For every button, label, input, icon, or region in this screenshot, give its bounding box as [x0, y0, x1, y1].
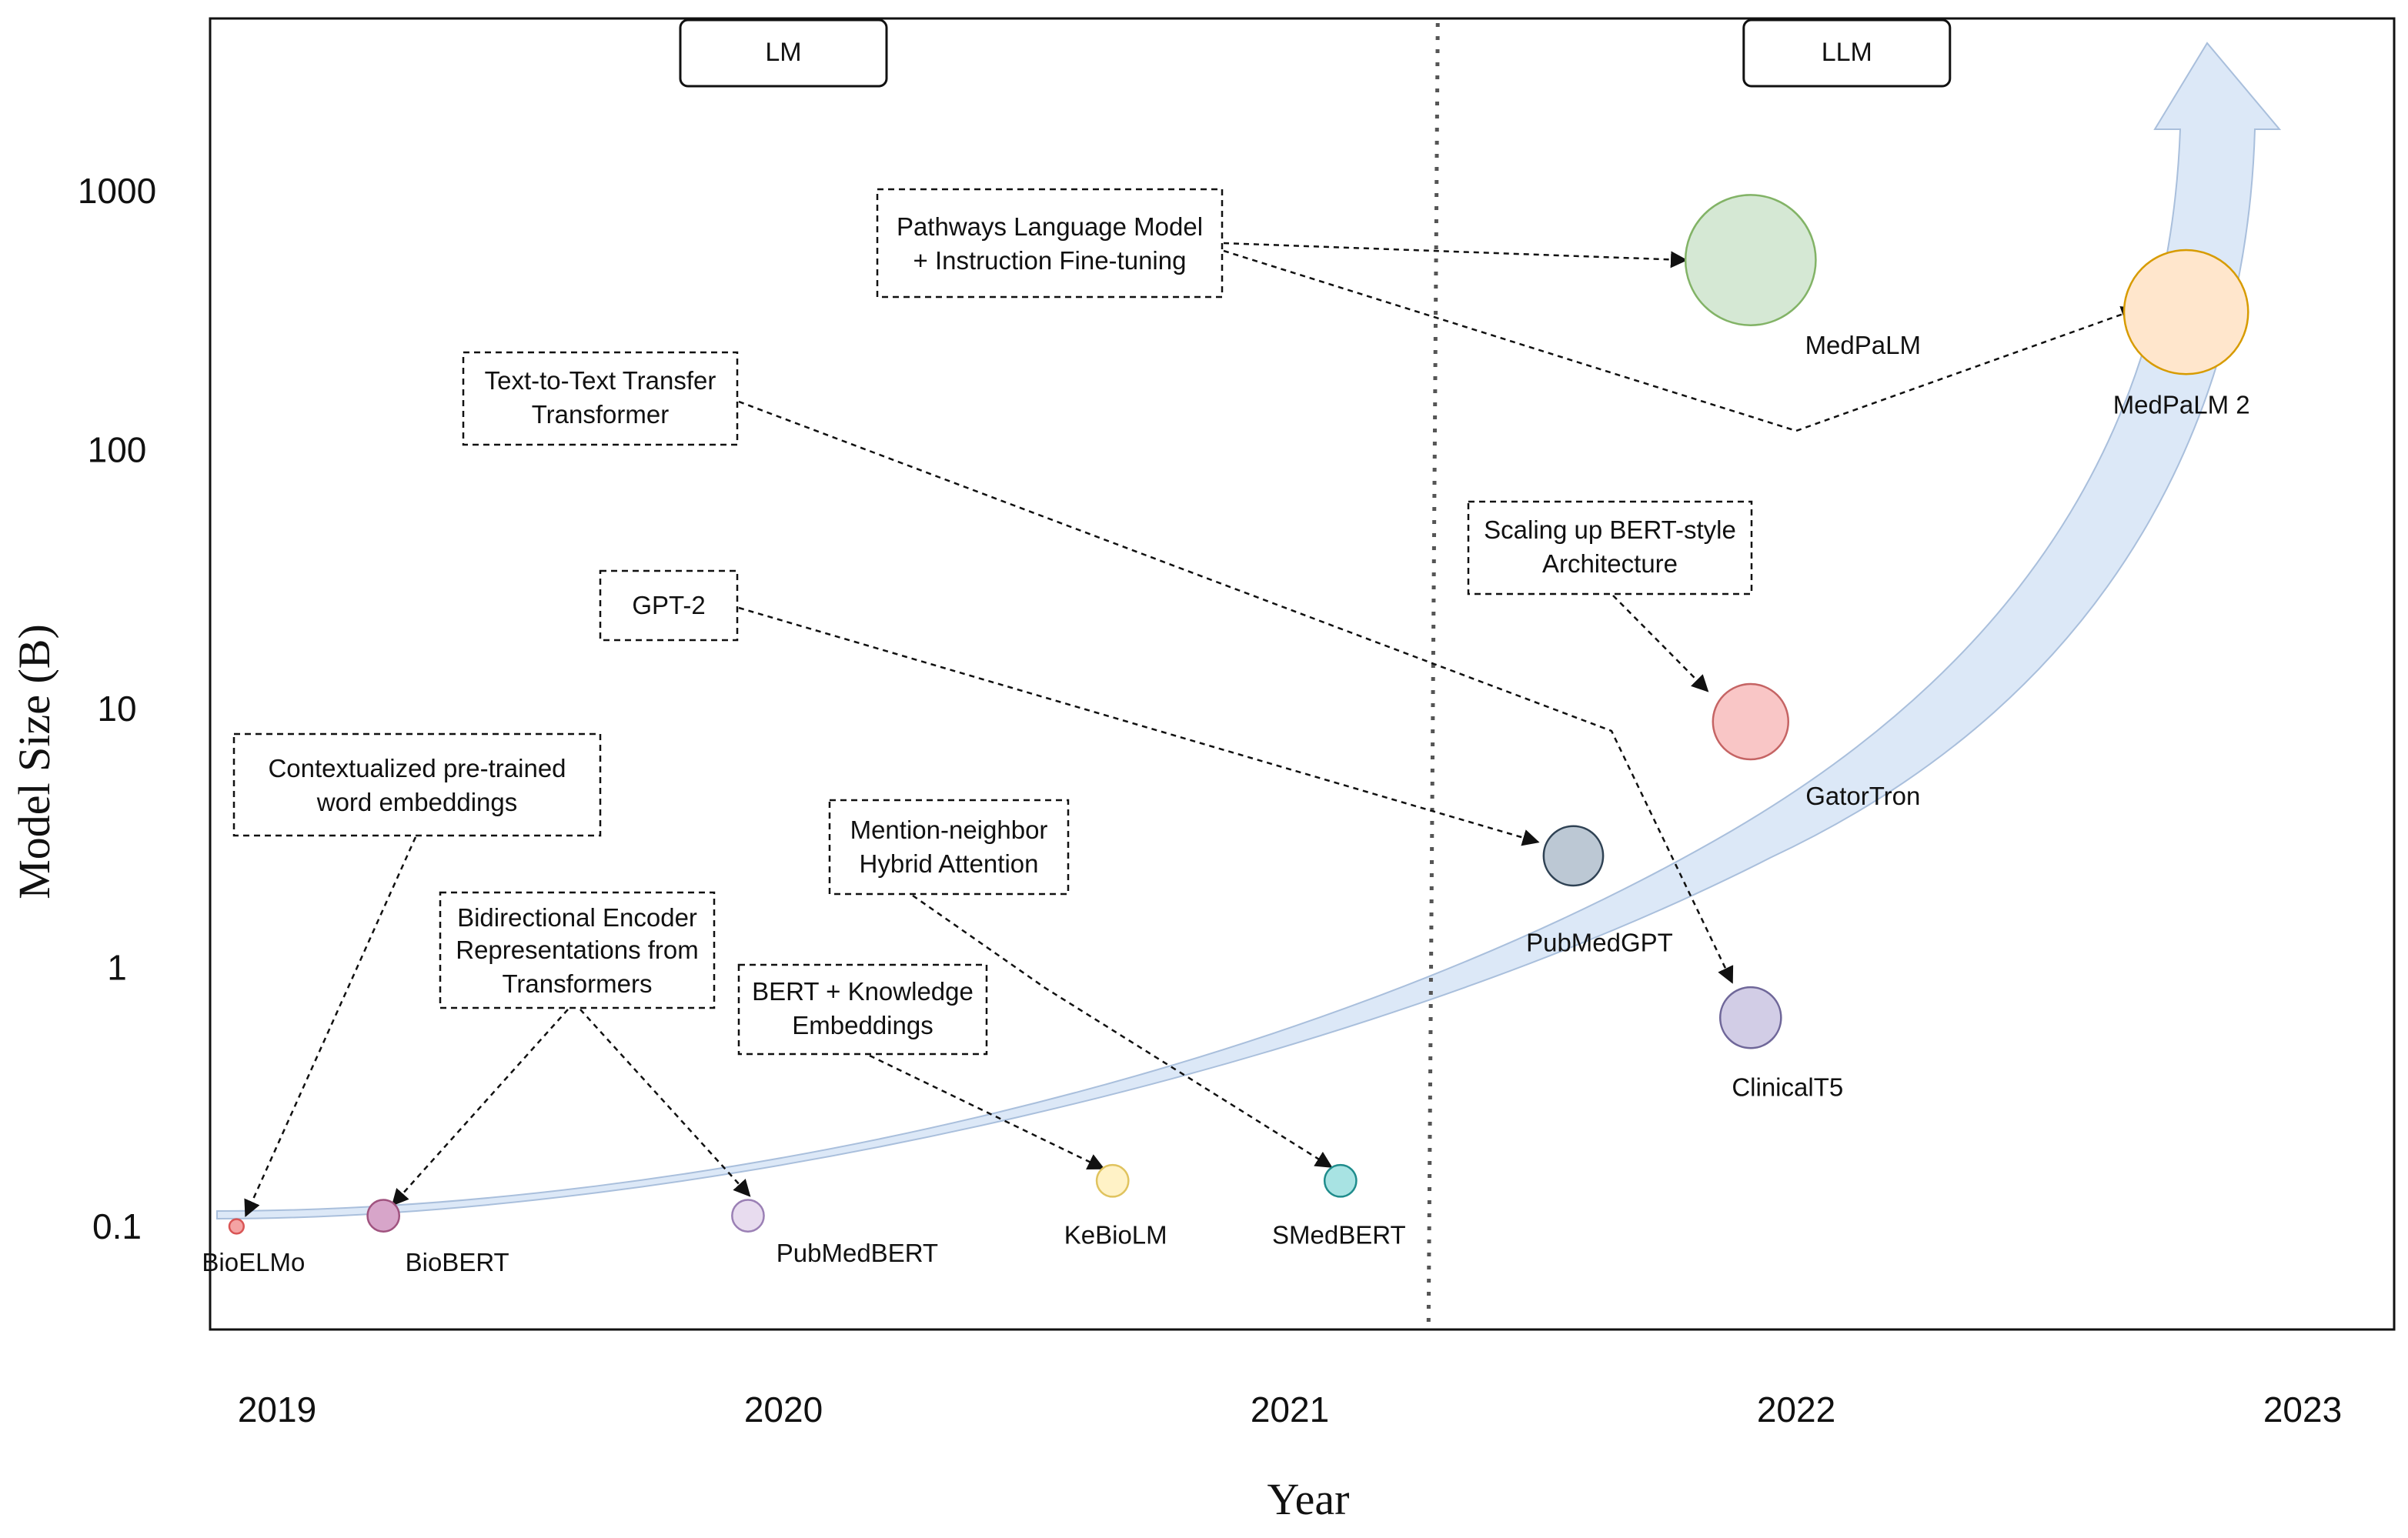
growth-trend-arrow	[216, 42, 2282, 1220]
era-label-text: LLM	[1822, 38, 1872, 67]
point-pubmedbert	[731, 1199, 765, 1233]
annotation-line: Pathways Language Model	[897, 212, 1203, 241]
annotation-pathways: Pathways Language Model + Instruction Fi…	[876, 188, 1224, 299]
annotation-scaling-bert: Scaling up BERT-style Architecture	[1467, 500, 1753, 596]
annotation-connectors	[244, 242, 2139, 1218]
connector-to-medpalm	[1223, 242, 1688, 269]
point-label: KeBioLM	[1064, 1221, 1167, 1249]
annotation-gpt2: GPT-2	[599, 569, 739, 642]
point-label: BioELMo	[202, 1248, 305, 1276]
annotation-box	[876, 188, 1224, 299]
x-tick-label: 2019	[238, 1390, 316, 1430]
annotation-box	[599, 569, 739, 642]
connector-to-bioelmo	[244, 836, 417, 1218]
annotation-line: Mention-neighbor	[850, 816, 1048, 844]
annotation-line: + Instruction Fine-tuning	[913, 246, 1187, 275]
annotation-line: Text-to-Text Transfer	[485, 366, 716, 395]
point-pubmedgpt	[1542, 825, 1605, 887]
annotation-line: Contextualized pre-trained	[268, 754, 566, 782]
annotation-line: Scaling up BERT-style	[1484, 515, 1736, 544]
annotation-boxes: Contextualized pre-trained word embeddin…	[232, 188, 1753, 1056]
annotation-line: word embeddings	[316, 788, 518, 816]
connector-to-biobert	[391, 1009, 569, 1206]
era-box	[1742, 18, 1952, 88]
x-tick-label: 2020	[744, 1390, 823, 1430]
point-gatortron	[1712, 682, 1790, 761]
annotation-line: Representations from	[456, 936, 698, 964]
era-divider-line	[1426, 22, 1440, 1327]
point-medpalm	[1684, 194, 1817, 326]
annotation-box	[462, 351, 739, 446]
x-tick-label: 2022	[1757, 1390, 1835, 1430]
point-label: SMedBERT	[1272, 1221, 1406, 1249]
annotation-box	[1467, 500, 1753, 596]
point-bioelmo	[228, 1218, 245, 1235]
y-tick-label: 0.1	[92, 1206, 142, 1246]
point-label: PubMedBERT	[777, 1239, 938, 1267]
point-medpalm-2	[2122, 249, 2249, 375]
y-tick-label: 10	[97, 689, 136, 729]
model-labels: BioELMo BioBERT PubMedBERT KeBioLM SMedB…	[202, 331, 2249, 1276]
annotation-bert-knowledge: BERT + Knowledge Embeddings	[737, 963, 988, 1056]
model-points	[228, 194, 2249, 1235]
point-label: MedPaLM	[1805, 331, 1921, 359]
annotation-line: Embeddings	[792, 1011, 933, 1039]
annotation-box	[232, 732, 602, 837]
point-smedbert	[1323, 1163, 1358, 1198]
plot-frame	[209, 17, 2396, 1331]
annotation-box	[828, 799, 1070, 896]
era-label-lm: LM	[679, 18, 888, 88]
x-axis-ticks: 2019 2020 2021 2022 2023	[238, 1390, 2342, 1430]
annotation-box	[737, 963, 988, 1056]
era-box	[679, 18, 888, 88]
era-label-text: LM	[765, 38, 801, 67]
connector-to-kebiolm	[869, 1054, 1105, 1170]
annotation-mention-neighbor: Mention-neighbor Hybrid Attention	[828, 799, 1070, 896]
annotation-box	[439, 891, 716, 1009]
y-axis-ticks: 0.1 1 10 100 1000	[78, 171, 156, 1246]
point-clinicalt5	[1718, 986, 1782, 1049]
annotation-line: Transformers	[503, 969, 653, 998]
era-label-llm: LLM	[1742, 18, 1952, 88]
annotation-line: Bidirectional Encoder	[457, 903, 697, 932]
annotation-line: GPT-2	[632, 591, 705, 619]
y-tick-label: 1	[107, 948, 127, 988]
x-axis-title: Year	[1267, 1474, 1350, 1524]
connector-to-medpalm-2	[1223, 249, 2139, 432]
point-label: BioBERT	[406, 1248, 509, 1276]
point-kebiolm	[1095, 1163, 1130, 1198]
point-label: ClinicalT5	[1732, 1073, 1843, 1102]
connector-to-gatortron	[1612, 595, 1709, 692]
connector-to-smedbert	[912, 894, 1333, 1168]
annotation-bidirectional-encoder: Bidirectional Encoder Representations fr…	[439, 891, 716, 1009]
y-tick-label: 1000	[78, 171, 156, 211]
annotation-line: Hybrid Attention	[860, 849, 1039, 878]
connector-to-pubmedgpt	[738, 606, 1540, 846]
x-tick-label: 2023	[2263, 1390, 2342, 1430]
annotation-line: BERT + Knowledge	[752, 977, 974, 1006]
annotation-line: Transformer	[532, 400, 669, 429]
point-biobert	[366, 1199, 401, 1233]
x-tick-label: 2021	[1251, 1390, 1329, 1430]
point-label: MedPaLM 2	[2113, 391, 2250, 419]
annotation-contextualized-embeddings: Contextualized pre-trained word embeddin…	[232, 732, 602, 837]
connector-to-pubmedbert	[579, 1009, 751, 1197]
annotation-text-to-text: Text-to-Text Transfer Transformer	[462, 351, 739, 446]
point-label: GatorTron	[1805, 782, 1920, 810]
y-tick-label: 100	[88, 430, 147, 470]
point-label: PubMedGPT	[1526, 928, 1673, 956]
y-axis-title: Model Size (B)	[9, 624, 59, 899]
annotation-line: Architecture	[1542, 549, 1678, 578]
connector-to-clinicalt5	[738, 400, 1734, 984]
